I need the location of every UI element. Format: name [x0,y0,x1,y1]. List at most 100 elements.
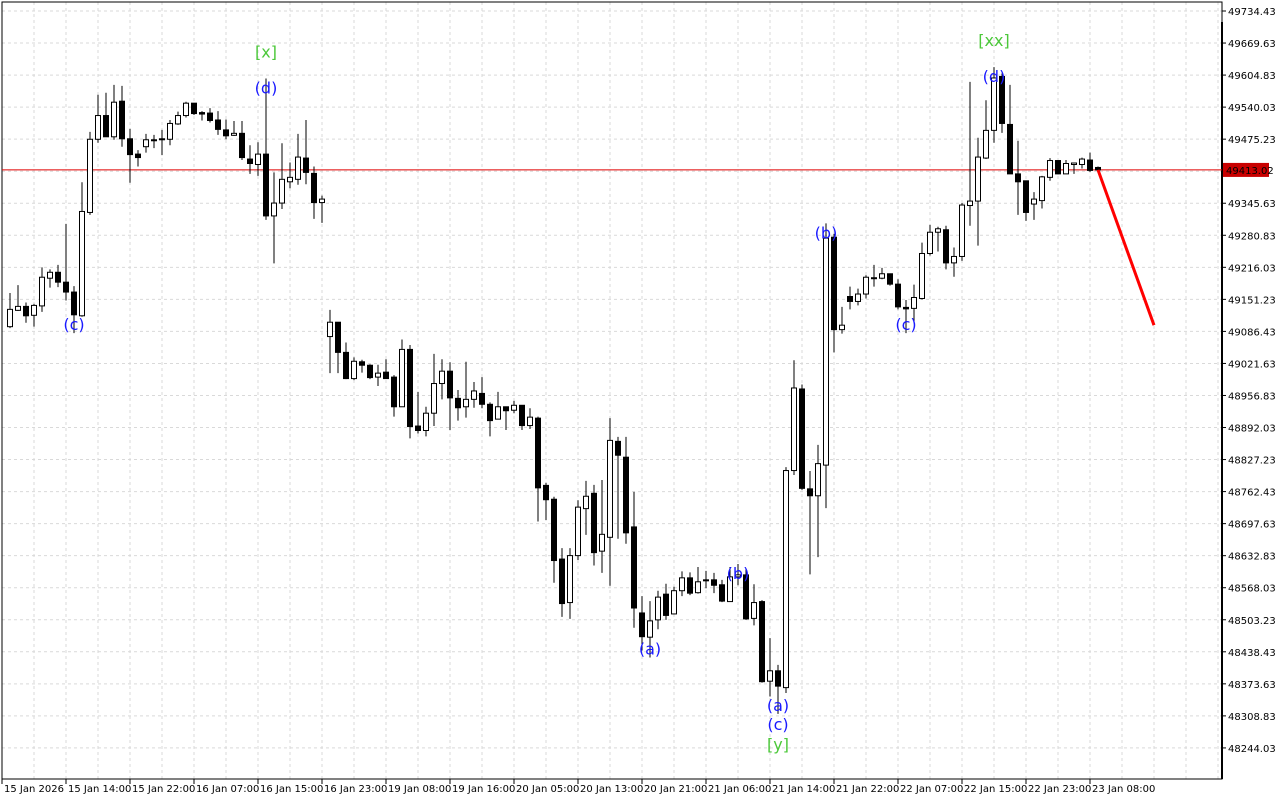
x-tick-label: 20 Jan 13:00 [580,784,643,795]
candle-bearish [135,150,141,167]
candle-body [1039,176,1045,202]
candle-bullish [871,264,877,287]
candle-bearish [343,342,349,380]
candle-bullish [423,406,429,437]
candle-body [527,416,533,427]
candle-body [335,321,341,353]
candle-bullish [1063,160,1069,175]
candle-bullish [767,638,773,697]
candle-body [823,237,829,466]
candle-body [319,198,325,204]
candle-bearish [63,223,69,301]
candle-body [207,112,213,121]
candle-body [519,404,525,427]
y-tick-label: 48438.43 [1228,648,1276,659]
candle-body [591,492,597,554]
candle-body [799,388,805,489]
candle-bearish [1055,160,1061,175]
candle-bullish [231,120,237,136]
x-tick-label: 19 Jan 16:00 [452,784,515,795]
candle-bearish [23,302,29,323]
candle-body [743,574,749,620]
candle-body [1007,123,1013,175]
candle-body [503,406,509,412]
candle-bearish [367,364,373,380]
candle-bearish [799,384,805,490]
candle-body [447,370,453,399]
candle-body [775,670,781,687]
candle-bullish [783,467,789,694]
wave-label: (d) [983,67,1006,86]
candle-body [543,484,549,501]
candle-body [711,579,717,586]
candle-body [439,370,445,385]
candle-bearish [359,359,365,373]
candle-body [935,228,941,233]
x-tick-label: 21 Jan 22:00 [836,784,899,795]
candle-bearish [1095,166,1101,171]
candle-bullish [431,353,437,427]
candle-bearish [447,362,453,431]
candle-body [951,255,957,264]
x-tick-label: 16 Jan 07:00 [196,784,259,795]
candle-bullish [319,195,325,223]
candle-body [703,579,709,582]
candle-bullish [855,288,861,306]
candle-bearish [999,73,1005,133]
candle-body [943,229,949,264]
candle-body [1063,163,1069,175]
candle-bullish [183,101,189,118]
candle-body [927,231,933,254]
wave-label: [y] [767,735,789,754]
candle-bullish [511,400,517,414]
candle-body [767,670,773,682]
candle-body [263,153,269,217]
candle-body [639,612,645,638]
candle-body [71,291,77,316]
candle-bullish [279,143,285,209]
candle-body [959,204,965,257]
candle-bearish [223,119,229,140]
candle-bullish [495,391,501,420]
wave-label: (b) [815,223,838,242]
candle-bearish [311,166,317,219]
candle-bullish [927,224,933,256]
x-tick-label: 19 Jan 08:00 [388,784,451,795]
candle-bullish [983,100,989,160]
y-tick-label: 48632.83 [1228,552,1276,563]
candle-bearish [263,78,269,220]
candle-bearish [687,572,693,596]
candle-bullish [471,382,477,408]
y-tick-label: 49475.23 [1228,135,1276,146]
candle-body [279,178,285,204]
candle-body [471,390,477,400]
candle-bearish [199,111,205,121]
y-tick-label: 48827.23 [1228,456,1276,467]
grid [2,2,1222,779]
y-tick-label: 49345.63 [1228,199,1276,210]
current-price-box [1223,162,1269,177]
candle-body [375,372,381,378]
candle-body [199,112,205,115]
candle-bullish [647,601,653,658]
candle-body [855,293,861,302]
y-tick-label: 48762.43 [1228,488,1276,499]
x-tick-label: 22 Jan 07:00 [900,784,963,795]
candle-bullish [7,293,13,329]
candle-body [511,404,517,411]
candle-bearish [407,344,413,439]
candle-body [839,324,845,331]
candle-bearish [191,102,197,116]
candle-body [1015,173,1021,183]
candle-bullish [295,133,301,185]
candle-body [231,132,237,136]
x-tick-label: 20 Jan 05:00 [516,784,579,795]
candle-body [127,138,133,156]
y-tick-label: 48892.03 [1228,424,1276,435]
candle-bearish [887,273,893,286]
candle-bullish [167,119,173,146]
candle-bearish [1087,152,1093,172]
candle-bullish [727,566,733,603]
candle-body [551,498,557,562]
candle-bullish [1047,158,1053,181]
